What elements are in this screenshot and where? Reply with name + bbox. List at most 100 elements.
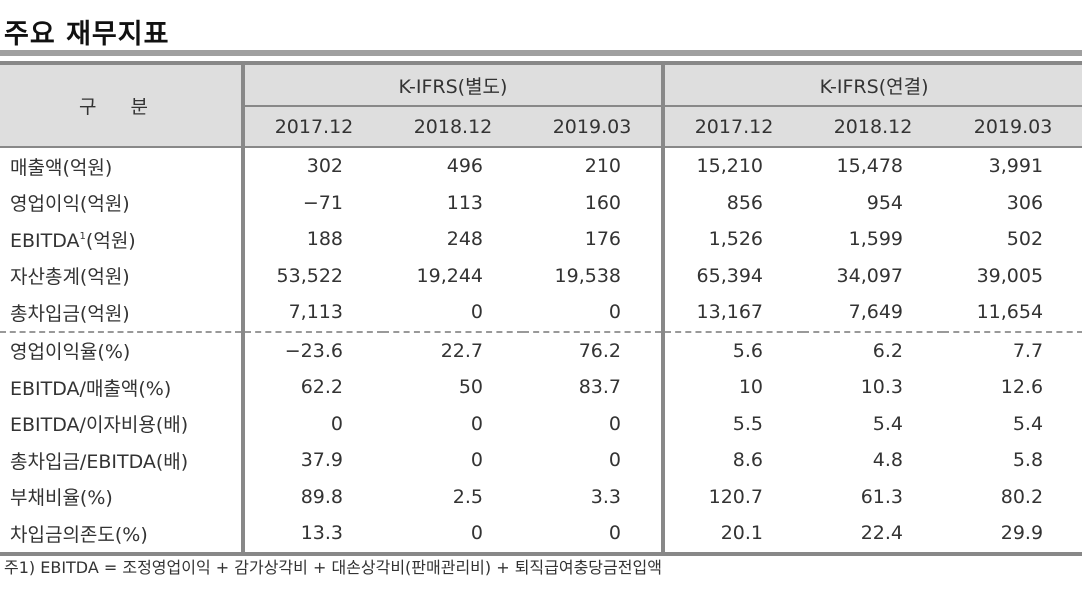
footnote-marker: 1 [79,230,86,242]
row-label-text: EBITDA/매출액(%) [10,377,172,400]
table-cell: 4.8 [872,449,904,472]
table-cell: 3.3 [523,478,666,515]
table-cell: 0 [470,301,483,324]
table-cell: 50 [458,376,483,399]
table-cell: 160 [523,184,666,221]
table-cell: 37.9 [300,449,343,472]
table-cell: 53,522 [276,264,343,287]
row-label: 매출액(억원) [0,147,245,185]
table-cell: 89.8 [300,485,343,508]
financial-indicators-table: 구 분 K-IFRS(별도) K-IFRS(연결) 2017.12 2018.1… [0,61,1082,556]
table-row: EBITDA/매출액(%) 62.2 50 83.7 10 10.3 12.6 [0,369,1082,406]
period-header: 2017.12 [243,106,383,148]
table-cell: 6.2 [803,330,944,369]
table-cell: 176 [523,221,666,258]
table-cell: 0 [470,449,483,472]
table-cell: 5.4 [872,412,904,435]
period-header: 2018.12 [383,106,523,148]
table-cell: 5.4 [1012,412,1044,435]
table-cell: 7,649 [848,301,904,324]
table-row: 차입금의존도(%) 13.3 0 0 20.1 22.4 29.9 [0,515,1082,556]
row-label-text: 부채비율(%) [10,487,113,510]
table-cell: 61.3 [860,485,904,508]
row-label-text: 영업이익율(%) [10,341,131,364]
table-cell: −23.6 [243,330,383,369]
table-cell: 7.7 [943,330,1082,369]
table-cell: −71 [302,191,343,214]
table-cell: 15,478 [836,155,904,178]
table-cell: 120.7 [708,485,764,508]
table-cell: 13,167 [696,301,764,324]
table-cell: 496 [446,155,483,178]
table-cell: 188 [306,228,343,251]
table-cell: 2.5 [452,485,483,508]
table-cell: 10.3 [860,376,904,399]
table-row: 영업이익율(%) −23.6 22.7 76.2 5.6 6.2 7.7 [0,330,1082,369]
row-label: 영업이익(억원) [0,184,245,221]
table-cell: 12.6 [1000,376,1044,399]
row-label: 영업이익율(%) [0,330,245,369]
group-header-consolidated: K-IFRS(연결) [663,63,1082,107]
table-cell: 62.2 [300,376,343,399]
table-cell: 34,097 [836,264,904,287]
table-cell: 83.7 [523,369,666,406]
table-row: 총차입금/EBITDA(배) 37.9 0 0 8.6 4.8 5.8 [0,442,1082,479]
table-row: 자산총계(억원) 53,522 19,244 19,538 65,394 34,097 39… [0,257,1082,294]
table-cell: 502 [1006,228,1044,251]
table-cell: 0 [523,294,666,332]
row-label: 차입금의존도(%) [0,515,245,556]
table-cell: 7,113 [288,301,343,324]
table-cell: 0 [523,442,666,479]
period-header: 2018.12 [803,106,944,148]
table-cell: 29.9 [943,515,1082,556]
row-label: EBITDA/매출액(%) [0,369,245,406]
table-cell: 5.8 [1012,449,1044,472]
table-cell: 0 [470,412,483,435]
table-cell: 5.6 [663,330,804,369]
row-label-text: 자산총계(억원) [10,266,130,289]
page-title: 주요 재무지표 [4,19,170,50]
table-cell: 22.4 [803,515,944,556]
table-cell: 248 [446,228,483,251]
table-cell: 15,210 [696,155,764,178]
table-cell: 306 [1006,191,1044,214]
row-label: 자산총계(억원) [0,257,245,294]
period-header: 2019.03 [523,106,666,148]
row-label-text: 매출액(억원) [10,156,113,179]
table-cell: 11,654 [976,301,1044,324]
table-cell: 19,538 [523,257,666,294]
table-cell: 19,244 [416,264,483,287]
period-header: 2019.03 [943,106,1082,148]
table-cell: 39,005 [976,264,1044,287]
table-row: 부채비율(%) 89.8 2.5 3.3 120.7 61.3 80.2 [0,478,1082,515]
group-header-separate: K-IFRS(별도) [243,63,666,107]
table-cell: 20.1 [663,515,804,556]
table-cell: 0 [330,412,343,435]
table-cell: 1,599 [848,228,904,251]
table-cell: 0 [383,515,523,556]
table-cell: 954 [866,191,904,214]
row-label: 총차입금(억원) [0,294,245,332]
footnote: 주1) EBITDA = 조정영업이익 + 감가상각비 + 대손상각비(판매관리… [4,558,662,577]
row-label: EBITDA/이자비용(배) [0,405,245,442]
table-cell: 76.2 [523,330,666,369]
table-row: EBITDA/이자비용(배) 0 0 0 5.5 5.4 5.4 [0,405,1082,442]
table-cell: 0 [523,405,666,442]
table-cell: 80.2 [1000,485,1044,508]
title-underline [0,50,1082,56]
table-cell: 1,526 [708,228,764,251]
row-label: EBITDA1(억원) [0,221,245,258]
corner-header: 구 분 [0,63,245,148]
table-cell: 65,394 [696,264,764,287]
table-cell: 210 [523,147,666,185]
table-row: 매출액(억원) 302 496 210 15,210 15,478 3,991 [0,147,1082,185]
table-cell: 10 [738,376,764,399]
table-cell: 302 [306,155,343,178]
table-cell: 3,991 [988,155,1044,178]
table-cell: 856 [726,191,764,214]
row-label-text: EBITDA [10,229,80,252]
table-cell: 113 [446,191,483,214]
row-label-unit: (억원) [85,229,136,252]
row-label: 부채비율(%) [0,478,245,515]
table-cell: 0 [523,515,666,556]
